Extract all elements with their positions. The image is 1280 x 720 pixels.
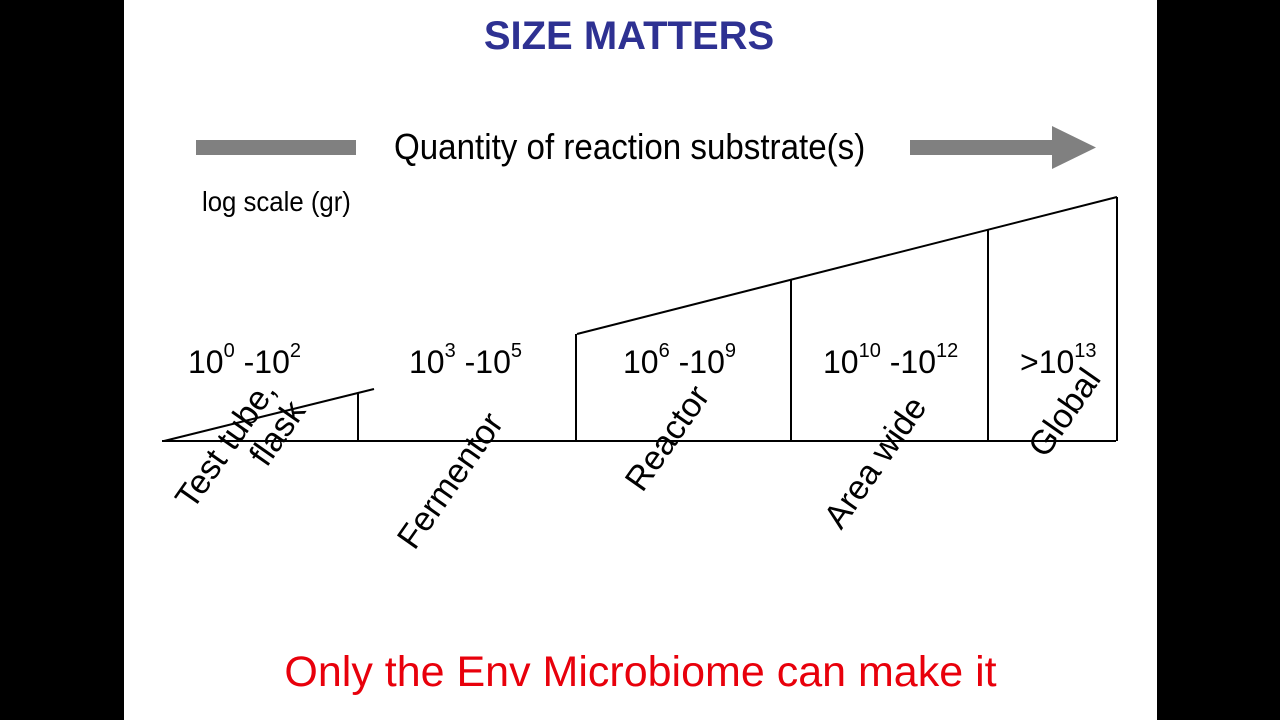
quantity-label: Quantity of reaction substrate(s) <box>394 126 866 167</box>
arrow-bar-right <box>910 140 1052 155</box>
range-label: >1013 <box>1020 340 1097 380</box>
footer-text: Only the Env Microbiome can make it <box>284 648 997 696</box>
range-label: 106 -109 <box>623 340 736 380</box>
arrow-bar-left <box>196 140 356 155</box>
range-label: 103 -105 <box>409 340 522 380</box>
arrow-head-icon <box>1052 126 1096 169</box>
wedge-small-top <box>163 388 375 442</box>
range-label: 100 -102 <box>188 340 301 380</box>
slide: SIZE MATTERS Quantity of reaction substr… <box>124 0 1157 720</box>
log-scale-label: log scale (gr) <box>202 186 351 217</box>
slide-title: SIZE MATTERS <box>483 14 775 58</box>
scale-diagram <box>162 126 1118 442</box>
wedge-large-top <box>576 196 1118 335</box>
range-label: 1010 -1012 <box>823 340 959 380</box>
